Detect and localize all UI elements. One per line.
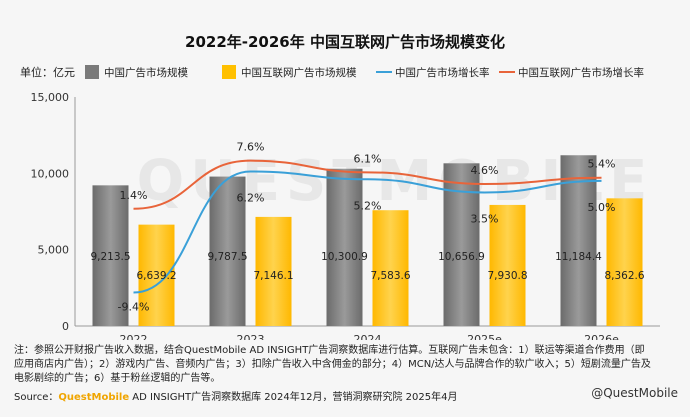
bar-internet-ad-market — [255, 216, 292, 326]
bar-ad-market — [326, 168, 363, 326]
growth-rate-label: 1.4% — [120, 189, 148, 202]
legend-swatch — [85, 65, 99, 79]
legend-label: 中国互联网广告市场规模 — [241, 66, 357, 79]
x-tick-label: 2022 — [120, 333, 148, 340]
y-tick-label: 15,000 — [31, 91, 70, 104]
bar-value-label: 7,146.1 — [253, 270, 293, 282]
y-tick-label: 10,000 — [31, 167, 70, 180]
bar-internet-ad-market — [138, 224, 175, 326]
bar-value-label: 6,639.2 — [136, 270, 176, 282]
legend-label: 中国广告市场增长率 — [395, 66, 490, 79]
legend-swatch — [222, 65, 236, 79]
legend: 中国广告市场规模 中国互联网广告市场规模 中国广告市场增长率 中国互联网广告市场增长率 — [85, 65, 644, 79]
credit: @QuestMobile — [591, 386, 678, 400]
bar-value-label: 7,583.6 — [370, 270, 410, 282]
bar-value-label: 9,213.5 — [90, 251, 130, 263]
line-internet-ad-growth — [133, 159, 602, 210]
x-tick-label: 2025e — [467, 333, 502, 340]
line-ad-growth — [133, 170, 602, 294]
bar-ad-market — [92, 185, 129, 326]
growth-rate-label: 5.4% — [588, 158, 616, 171]
x-tick-label: 2024 — [354, 333, 382, 340]
source-rest: AD INSIGHT广告洞察数据库 2024年12月，营销洞察研究院 2025年… — [129, 392, 458, 403]
bar-value-label: 9,787.5 — [207, 251, 247, 263]
x-tick-label: 2026e — [584, 333, 619, 340]
lines — [133, 159, 602, 294]
growth-rate-label: 3.5% — [471, 212, 499, 225]
bar-internet-ad-market — [372, 210, 409, 326]
x-tick-label: 2023 — [237, 333, 265, 340]
bar-value-label: 11,184.4 — [555, 251, 602, 263]
bars — [92, 155, 643, 326]
source-brand: QuestMobile — [58, 392, 130, 403]
bar-ad-market — [209, 176, 246, 326]
y-tick-label: 0 — [62, 320, 69, 333]
bar-value-label: 10,656.9 — [438, 251, 485, 263]
source-prefix: Source： — [14, 392, 59, 403]
bar-value-label: 10,300.9 — [321, 251, 368, 263]
legend-label: 中国互联网广告市场增长率 — [518, 66, 644, 79]
growth-rate-label: -9.4% — [118, 301, 150, 314]
growth-rate-label: 6.2% — [237, 192, 265, 205]
growth-rate-label: 6.1% — [354, 152, 382, 165]
legend-label: 中国广告市场规模 — [104, 66, 188, 79]
bar-internet-ad-market — [606, 198, 643, 326]
bar-value-label: 8,362.6 — [604, 270, 644, 282]
growth-rate-label: 4.6% — [471, 164, 499, 177]
chart-title: 2022年-2026年 中国互联网广告市场规模变化 — [185, 33, 505, 51]
unit-label: 单位：亿元 — [20, 65, 75, 79]
chart: 2022年-2026年 中国互联网广告市场规模变化 QUESTMOBILE 中国… — [20, 33, 660, 340]
growth-rate-label: 5.2% — [354, 199, 382, 212]
growth-rate-label: 7.6% — [237, 141, 265, 154]
growth-rate-label: 5.0% — [588, 201, 616, 214]
data-labels: 9,213.5 6,639.2 9,787.5 7,146.1 10,300.97,58… — [90, 141, 644, 314]
bar-ad-market — [560, 155, 597, 326]
bar-ad-market — [443, 163, 480, 326]
footnote: 注：参照公开财报广告收入数据，结合QuestMobile AD INSIGHT广… — [14, 345, 651, 384]
bar-internet-ad-market — [489, 204, 526, 326]
source-line: Source：QuestMobile AD INSIGHT广告洞察数据库 202… — [14, 388, 457, 403]
bar-value-label: 7,930.8 — [487, 270, 527, 282]
y-tick-label: 5,000 — [38, 244, 70, 257]
